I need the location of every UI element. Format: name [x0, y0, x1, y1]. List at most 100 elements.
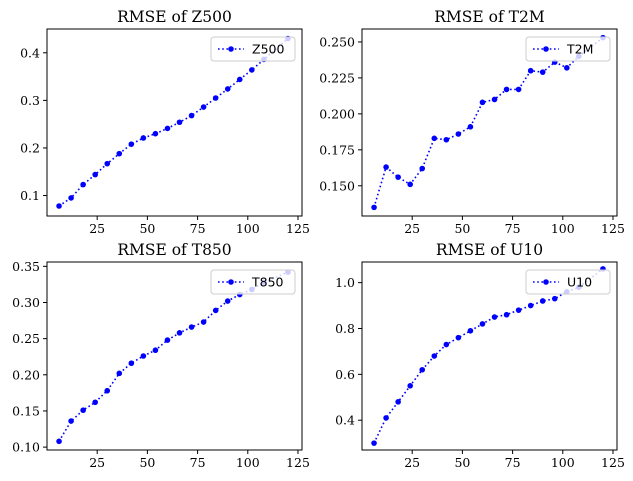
y-tick-label: 0.150: [319, 178, 355, 193]
legend-marker: [228, 46, 234, 52]
x-tick-label: 25: [404, 455, 420, 470]
axes-frame: [361, 28, 618, 217]
y-tick-label: 0.1: [20, 188, 40, 203]
data-point: [128, 360, 135, 367]
data-point: [419, 165, 426, 172]
y-tick-label: 0.30: [12, 295, 40, 310]
legend-box: [210, 36, 296, 62]
axes-frame: [46, 261, 303, 451]
y-tick-label: 0.35: [12, 259, 40, 274]
data-point: [467, 124, 474, 130]
y-tick-label: 1.0: [335, 275, 355, 290]
data-point: [407, 181, 413, 188]
data-point: [224, 298, 231, 304]
y-tick-label: 0.200: [319, 106, 355, 121]
data-point: [176, 119, 183, 126]
data-point: [104, 387, 111, 394]
data-point: [212, 307, 219, 314]
y-tick-label: 0.6: [335, 367, 355, 382]
data-point: [503, 311, 510, 318]
data-point: [68, 418, 74, 424]
legend-label: T850: [251, 275, 284, 290]
legend-marker: [228, 279, 234, 285]
data-point: [443, 136, 450, 143]
data-point: [491, 314, 498, 320]
legend-label: Z500: [252, 42, 284, 57]
data-point: [515, 307, 522, 313]
x-tick-label: 75: [190, 455, 206, 470]
chart-title: RMSE of U10: [436, 241, 543, 259]
subplot-4: RMSE of U10 25 50 75 100 125 0.4 0.6 0.8 1.0 U10: [335, 241, 625, 470]
data-point: [164, 125, 171, 132]
x-tick-label: 75: [505, 455, 521, 470]
data-point: [443, 341, 450, 348]
y-tick-label: 0.4: [20, 45, 40, 60]
y-tick-label: 0.10: [12, 440, 40, 455]
data-point: [116, 370, 123, 377]
data-point: [371, 440, 377, 446]
data-point: [527, 67, 534, 74]
data-point: [224, 86, 231, 92]
legend-label: U10: [567, 275, 592, 290]
y-tick-label: 0.3: [20, 93, 40, 108]
y-tick-label: 0.4: [335, 413, 355, 428]
x-tick-label: 125: [286, 221, 310, 236]
x-tick-label: 75: [190, 221, 206, 236]
data-point: [164, 337, 171, 343]
data-point: [491, 96, 498, 103]
data-point: [80, 181, 86, 188]
data-point: [92, 399, 98, 406]
data-point: [152, 130, 159, 137]
series-line: [58, 37, 289, 207]
data-point: [104, 160, 111, 167]
data-point: [128, 141, 135, 147]
data-point: [564, 65, 570, 71]
legend-box: [210, 269, 296, 295]
data-point: [551, 295, 558, 302]
data-point: [539, 298, 546, 304]
data-point: [176, 330, 183, 336]
data-point: [56, 438, 62, 445]
data-point: [116, 150, 123, 157]
data-point: [188, 324, 195, 330]
x-tick-label: 100: [551, 221, 575, 236]
y-tick-label: 0.225: [319, 70, 355, 85]
data-point: [395, 399, 401, 405]
data-point: [200, 104, 207, 110]
x-tick-label: 50: [139, 455, 155, 470]
data-point: [431, 353, 438, 359]
data-point: [455, 334, 462, 341]
legend-box: [525, 36, 611, 62]
data-point: [152, 347, 159, 354]
legend-marker: [543, 279, 549, 285]
x-tick-label: 50: [139, 221, 155, 236]
data-point: [371, 204, 377, 211]
data-point: [407, 383, 413, 389]
data-point: [249, 67, 255, 73]
x-tick-label: 100: [236, 221, 260, 236]
data-point: [68, 195, 74, 201]
data-point: [539, 69, 546, 75]
axes-frame: [46, 28, 303, 217]
y-tick-label: 0.2: [20, 140, 40, 155]
axes-frame: [361, 261, 618, 451]
data-point: [479, 99, 486, 106]
chart-title: RMSE of Z500: [117, 8, 232, 26]
data-point: [503, 86, 510, 93]
series-line: [373, 36, 604, 208]
x-tick-label: 25: [89, 455, 105, 470]
data-point: [56, 203, 62, 209]
data-point: [467, 327, 474, 334]
y-tick-label: 0.25: [12, 331, 40, 346]
x-tick-label: 125: [601, 221, 625, 236]
data-point: [419, 366, 426, 373]
y-tick-label: 0.15: [12, 403, 40, 418]
subplot-1: RMSE of Z500 25 50 75 100 125 0.1 0.2 0.3 0.4 Z500: [20, 8, 310, 236]
x-tick-label: 50: [454, 221, 470, 236]
y-tick-label: 0.8: [335, 321, 355, 336]
x-tick-label: 25: [89, 221, 105, 236]
data-point: [383, 415, 389, 421]
subplot-2: RMSE of T2M 25 50 75 100 125 0.150 0.175 0.200 0.…: [319, 8, 625, 236]
data-point: [236, 76, 243, 83]
